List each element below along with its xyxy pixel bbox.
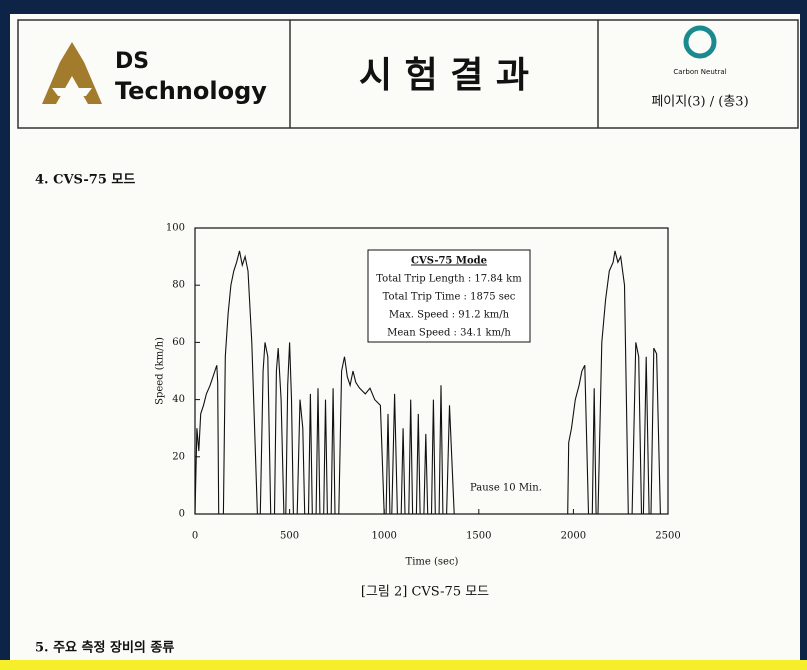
x-axis-label: Time (sec) [406, 557, 459, 568]
y-tick-label: 80 [172, 280, 185, 291]
section-title: 4. CVS-75 모드 [35, 173, 135, 188]
x-tick-label: 1000 [371, 531, 396, 542]
company-name: DS [115, 49, 149, 74]
annotation-line: Max. Speed : 91.2 km/h [389, 310, 510, 321]
annotation-line: CVS-75 Mode [411, 256, 487, 267]
y-tick-label: 0 [179, 509, 185, 520]
y-tick-label: 60 [172, 337, 185, 348]
document-title: 시 험 결 과 [359, 54, 529, 96]
y-tick-label: 20 [172, 451, 185, 462]
page: DS Technology 시 험 결 과 Carbon Neutral 페이지… [0, 0, 807, 670]
x-tick-label: 500 [280, 531, 299, 542]
annotation-line: Total Trip Length : 17.84 km [376, 274, 522, 285]
pause-note: Pause 10 Min. [470, 483, 542, 494]
y-tick-label: 100 [166, 223, 185, 234]
company-name: Technology [115, 77, 267, 105]
bottom-strip [0, 660, 807, 670]
annotation-line: Total Trip Time : 1875 sec [383, 292, 516, 303]
y-axis-label: Speed (km/h) [155, 337, 166, 405]
figure-caption: [그림 2] CVS-75 모드 [361, 585, 489, 600]
x-tick-label: 2500 [655, 531, 680, 542]
section-title: 5. 주요 측정 장비의 종류 [35, 640, 174, 656]
y-tick-label: 40 [172, 394, 185, 405]
x-tick-label: 2000 [561, 531, 586, 542]
x-tick-label: 0 [192, 531, 198, 542]
page-number: 페이지(3) / (총3) [651, 95, 748, 110]
badge-text: Carbon Neutral [673, 68, 726, 76]
annotation-line: Mean Speed : 34.1 km/h [387, 328, 511, 339]
x-tick-label: 1500 [466, 531, 491, 542]
